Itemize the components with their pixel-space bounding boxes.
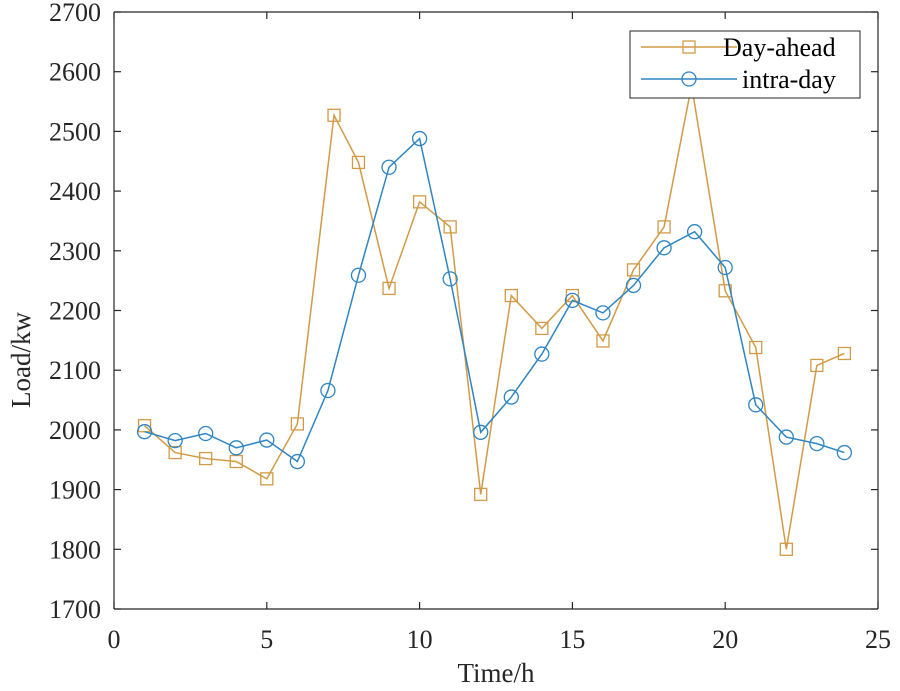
y-tick-label: 2700 [49, 0, 101, 27]
data-point-intra-day [625, 277, 642, 294]
data-point-day-ahead [412, 195, 427, 209]
x-axis-title: Time/h [457, 658, 535, 688]
data-point-day-ahead [229, 454, 243, 469]
y-tick-label: 2500 [49, 117, 101, 146]
data-point-intra-day [320, 382, 336, 399]
data-point-day-ahead [779, 542, 793, 556]
data-point-intra-day [198, 425, 214, 442]
data-point-intra-day [167, 432, 183, 449]
data-point-intra-day [503, 389, 519, 405]
data-point-day-ahead [290, 417, 305, 431]
data-point-intra-day [656, 240, 672, 256]
data-point-intra-day [686, 224, 703, 240]
data-point-day-ahead [260, 472, 274, 486]
y-tick-label: 1800 [49, 535, 101, 564]
data-point-day-ahead [837, 346, 852, 361]
data-point-day-ahead [382, 281, 396, 296]
y-tick-label: 2000 [49, 416, 101, 445]
y-tick-label: 2200 [49, 297, 101, 326]
data-point-day-ahead [351, 155, 366, 170]
series-line-intra-day [144, 137, 845, 463]
plot-area [113, 11, 879, 610]
y-axis-title: Load/kw [6, 312, 36, 408]
legend-marker-day-ahead [682, 40, 696, 54]
y-tick-label: 2100 [49, 356, 101, 385]
data-point-day-ahead [504, 288, 518, 303]
y-tick-label: 1900 [49, 476, 101, 505]
x-tick-label: 25 [865, 625, 891, 654]
y-tick-label: 2300 [49, 237, 101, 266]
data-point-day-ahead [443, 220, 457, 234]
data-point-day-ahead [168, 445, 182, 460]
data-point-day-ahead [810, 358, 824, 373]
data-point-intra-day [595, 305, 611, 321]
data-point-intra-day [259, 432, 275, 448]
x-tick-label: 5 [260, 625, 273, 654]
series-layer [136, 78, 853, 556]
data-point-intra-day [564, 292, 581, 309]
y-tick-label: 1700 [49, 595, 101, 624]
data-point-intra-day [473, 424, 489, 440]
data-point-intra-day [228, 440, 244, 456]
data-point-intra-day [717, 259, 733, 276]
legend-marker-intra-day [681, 71, 697, 87]
data-point-day-ahead [626, 263, 641, 277]
data-point-intra-day [136, 424, 153, 440]
y-tick-label: 2400 [49, 177, 101, 206]
data-point-intra-day [836, 444, 853, 461]
data-point-day-ahead [718, 284, 732, 298]
data-point-day-ahead [657, 220, 671, 234]
data-point-intra-day [442, 271, 458, 287]
data-point-intra-day [748, 397, 764, 413]
data-point-intra-day [534, 346, 550, 362]
data-point-intra-day [289, 453, 306, 470]
x-tick-label: 10 [407, 625, 433, 654]
x-tick-label: 0 [108, 625, 121, 654]
data-point-intra-day [778, 429, 794, 445]
data-point-intra-day [381, 159, 397, 175]
x-tick-label: 20 [712, 625, 738, 654]
y-tick-label: 2600 [49, 58, 101, 87]
series-line-day-ahead [144, 85, 845, 550]
x-tick-label: 15 [559, 625, 585, 654]
data-point-intra-day [809, 435, 825, 452]
data-point-intra-day [411, 130, 428, 147]
data-point-day-ahead [199, 451, 213, 466]
legend-label-day-ahead: Day-ahead [723, 33, 836, 62]
legend: Day-ahead intra-day [629, 30, 861, 99]
data-point-day-ahead [474, 487, 488, 502]
data-point-day-ahead [749, 340, 763, 355]
legend-label-intra-day: intra-day [742, 65, 836, 94]
axis-ticks: 0 5 10 15 20 25 1700 1800 1900 2000 2100 2200 2300 24… [49, 0, 891, 654]
data-point-day-ahead [535, 321, 549, 336]
data-point-intra-day [350, 267, 367, 283]
data-point-day-ahead [327, 108, 341, 122]
legend-box [629, 30, 861, 99]
data-point-day-ahead [596, 334, 610, 348]
